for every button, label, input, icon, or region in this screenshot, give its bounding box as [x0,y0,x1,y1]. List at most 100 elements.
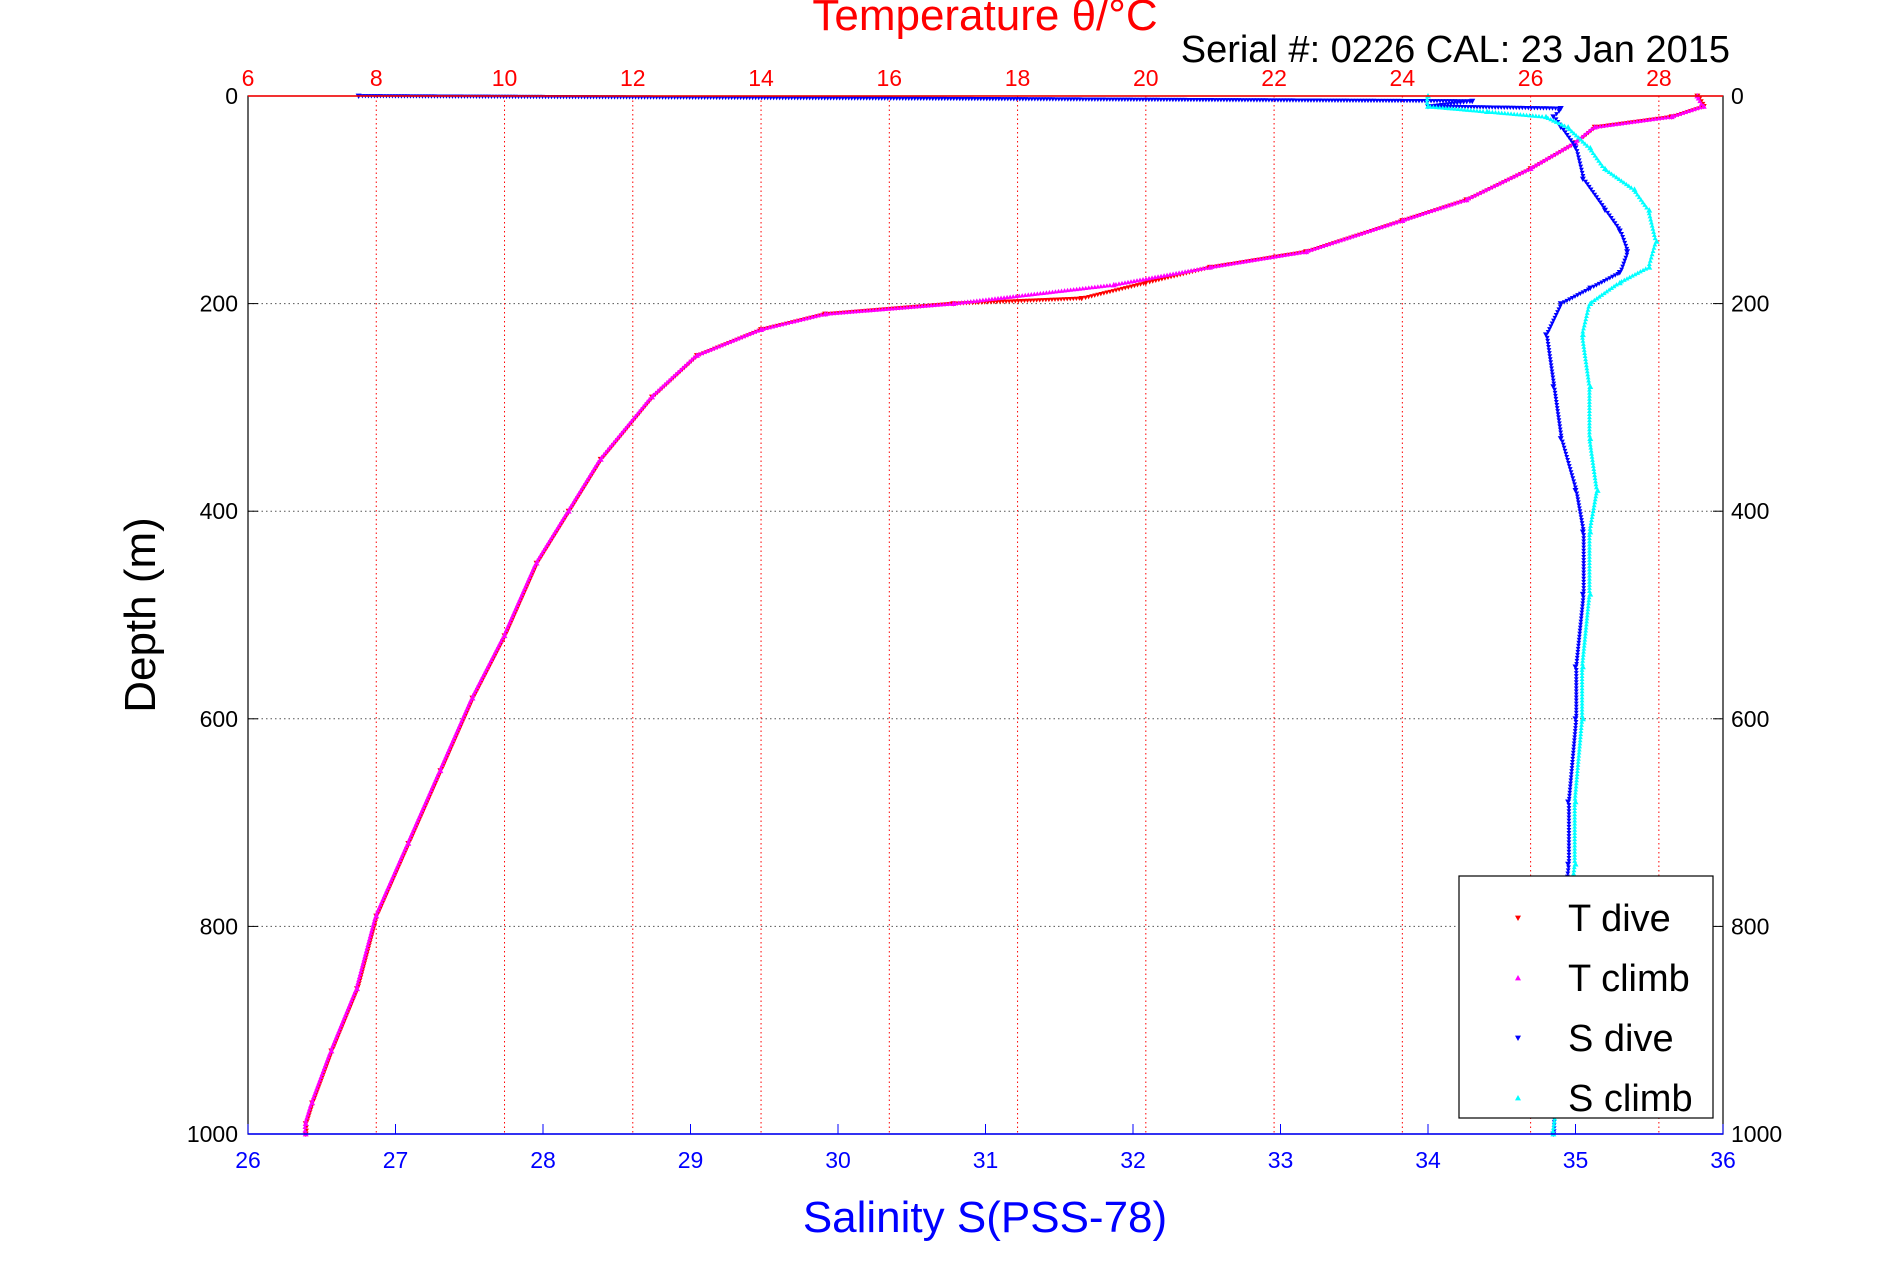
x-top-tick-label: 24 [1390,65,1416,91]
trail-point [1040,290,1046,295]
trail-point [1587,426,1592,432]
data-point [1579,663,1586,670]
trail-point [1580,601,1586,606]
trail-point [1224,261,1230,267]
trail-point [1578,616,1584,621]
trail-point [1465,107,1470,112]
trail-point [1651,245,1657,250]
trail-point [1575,152,1581,157]
trail-point [1566,859,1572,864]
trail-point [1257,256,1263,261]
trail-point [1566,824,1572,830]
trail-point [1579,661,1585,666]
trail-point [1569,473,1575,478]
trail-point [883,306,888,311]
trail-point [1581,344,1587,349]
trail-point [1077,286,1083,291]
trail-point [1581,573,1587,578]
trail-point [1619,178,1624,183]
trail-point [1510,174,1516,179]
trail-point [1602,279,1607,284]
trail-point [1581,646,1587,651]
trail-point [1573,677,1579,682]
trail-point [303,1118,309,1123]
trail-point [1581,347,1587,352]
trail-point [1071,287,1077,292]
trail-point [1332,239,1337,245]
trail-point [1587,570,1592,575]
trail-point [1579,722,1584,727]
trail-point [1651,229,1657,234]
trail-point [1573,713,1579,719]
trail-point [549,534,555,540]
trail-point [1272,254,1278,259]
trail-point [1146,275,1152,281]
trail-point [1572,846,1578,851]
trail-point [1555,409,1561,414]
trail-point [1587,526,1593,531]
trail-point [621,428,626,433]
trail-point [1587,538,1592,544]
trail-point [1581,326,1586,331]
trail-point [1155,274,1161,279]
trail-point [1147,280,1153,285]
trail-point [1037,290,1043,296]
trail-point [1502,178,1508,183]
trail-point [1583,179,1588,185]
trail-point [1573,692,1579,697]
trail-point [1572,849,1578,854]
y-tick-label-left: 800 [200,913,238,939]
trail-point [1575,135,1581,140]
trail-point [1591,505,1597,511]
data-point [1579,529,1586,535]
trail-point [1001,295,1007,300]
trail-point [1592,496,1598,502]
trail-point [1649,220,1654,225]
trail-point [1564,144,1570,150]
trail-point [1449,106,1455,111]
trail-point [1583,356,1588,362]
trail-point [1683,109,1688,114]
trail-point [995,295,1001,301]
trail-point [1570,140,1576,146]
trail-point [904,304,910,310]
trail-point [1621,277,1627,282]
trail-point [1569,763,1575,768]
trail-point [1648,217,1654,222]
trail-point [1431,104,1436,109]
trail-point [1569,128,1575,134]
trail-point [1572,827,1578,832]
trail-point [1568,778,1574,783]
trail-point [1559,147,1564,153]
data-point [1646,264,1653,270]
trail-point [1677,111,1683,116]
trail-point [1577,625,1583,630]
trail-point [1567,784,1573,789]
serial-caption: Serial #: 0226 CAL: 23 Jan 2015 [1181,29,1730,71]
trail-point [1576,753,1582,758]
trail-point [1608,216,1614,221]
trail-point [1122,280,1128,285]
trail-point [1572,735,1578,740]
trail-point [1601,290,1607,296]
trail-point [1517,112,1523,117]
trail-point [1579,701,1585,706]
trail-point [1311,246,1317,251]
trail-point [1352,233,1358,238]
trail-point [1578,164,1584,169]
trail-point [1587,573,1592,578]
trail-point [1592,153,1598,158]
trail-point [354,983,360,988]
data-point [1591,124,1598,130]
trail-point [1651,232,1657,238]
trail-point [1637,118,1643,123]
legend: T dive T climb S dive S climb [1458,875,1714,1120]
trail-point [1646,210,1652,216]
trail-point [1381,223,1387,229]
trail-point [305,1112,311,1117]
trail-point [1053,289,1058,294]
trail-point [1578,731,1584,737]
trail-point [1577,628,1583,633]
trail-point [1580,329,1586,334]
